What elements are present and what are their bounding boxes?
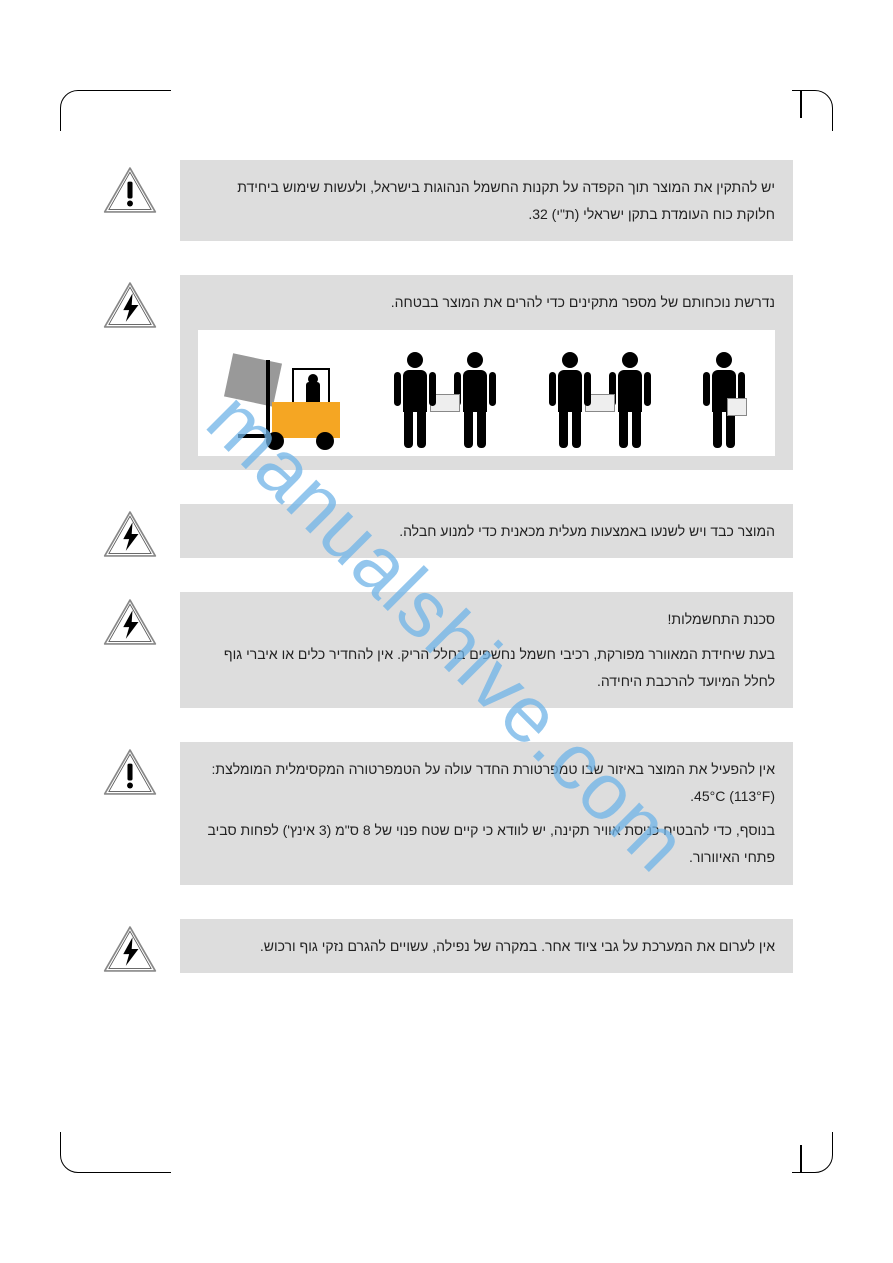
warning-paragraph: יש להתקין את המוצר תוך הקפדה על תקנות הח…	[198, 174, 775, 227]
warning-paragraph: אין להפעיל את המוצר באיזור שבו טמפרטורת …	[198, 756, 775, 809]
warning-text-box: נדרשת נוכחותם של מספר מתקינים כדי להרים …	[180, 275, 793, 470]
electric-hazard-icon	[100, 275, 160, 329]
warning-row: אין לערום את המערכת על גבי ציוד אחר. במק…	[100, 919, 793, 974]
warning-row: סכנת התחשמלות! בעת שיחידת המאוורר מפורקת,…	[100, 592, 793, 708]
person-figure	[611, 352, 649, 452]
warnings-list: יש להתקין את המוצר תוך הקפדה על תקנות הח…	[100, 160, 793, 1007]
warning-text-box: אין לערום את המערכת על גבי ציוד אחר. במק…	[180, 919, 793, 974]
caution-icon	[100, 160, 160, 214]
warning-row: המוצר כבד ויש לשנעו באמצעות מעלית מכאנית…	[100, 504, 793, 559]
two-carriers-figure	[551, 352, 649, 452]
warning-paragraph: בנוסף, כדי להבטיח כניסת אוויר תקינה, יש …	[198, 817, 775, 870]
two-carriers-figure	[396, 352, 494, 452]
person-figure	[396, 352, 434, 452]
forklift-figure	[230, 352, 340, 452]
warning-text-box: סכנת התחשמלות! בעת שיחידת המאוורר מפורקת,…	[180, 592, 793, 708]
warning-text-box: אין להפעיל את המוצר באיזור שבו טמפרטורת …	[180, 742, 793, 884]
person-figure	[551, 352, 589, 452]
warning-paragraph: המוצר כבד ויש לשנעו באמצעות מעלית מכאנית…	[198, 518, 775, 545]
caution-icon	[100, 742, 160, 796]
warning-text-box: המוצר כבד ויש לשנעו באמצעות מעלית מכאנית…	[180, 504, 793, 559]
warning-text-box: יש להתקין את המוצר תוך הקפדה על תקנות הח…	[180, 160, 793, 241]
electric-hazard-icon	[100, 504, 160, 558]
warning-paragraph: אין לערום את המערכת על גבי ציוד אחר. במק…	[198, 933, 775, 960]
warning-row: אין להפעיל את המוצר באיזור שבו טמפרטורת …	[100, 742, 793, 884]
single-carrier-figure	[705, 352, 743, 452]
electric-hazard-icon	[100, 919, 160, 973]
warning-row: יש להתקין את המוצר תוך הקפדה על תקנות הח…	[100, 160, 793, 241]
warning-paragraph: נדרשת נוכחותם של מספר מתקינים כדי להרים …	[198, 289, 775, 316]
warning-row: נדרשת נוכחותם של מספר מתקינים כדי להרים …	[100, 275, 793, 470]
lifting-illustration	[198, 330, 775, 456]
warning-paragraph: בעת שיחידת המאוורר מפורקת, רכיבי חשמל נח…	[198, 641, 775, 694]
electric-hazard-icon	[100, 592, 160, 646]
warning-paragraph: סכנת התחשמלות!	[198, 606, 775, 633]
person-figure	[456, 352, 494, 452]
